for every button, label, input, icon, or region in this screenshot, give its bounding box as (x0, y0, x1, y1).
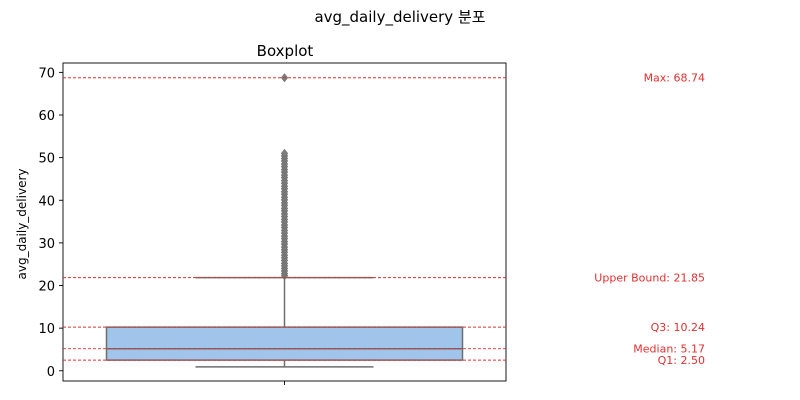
reference-label: Median: 5.17 (633, 343, 705, 356)
outlier-point (280, 148, 289, 158)
box-iqr (105, 326, 464, 361)
y-tick-label: 0 (47, 365, 55, 380)
y-axis-label: avg_daily_delivery (15, 169, 29, 280)
reference-lines (63, 77, 506, 361)
y-tick-label: 50 (38, 152, 55, 167)
y-tick-label: 30 (38, 237, 55, 252)
chart-title: Boxplot (257, 42, 314, 60)
plot-area (105, 73, 464, 368)
reference-label: Q3: 10.24 (651, 321, 705, 334)
reference-label: Max: 68.74 (644, 72, 705, 85)
reference-annotations: Max: 68.74 Upper Bound: 21.85 Q3: 10.24 Med… (594, 72, 705, 367)
reference-label: Upper Bound: 21.85 (594, 272, 705, 285)
y-tick-label: 20 (38, 280, 55, 295)
reference-label: Q1: 2.50 (658, 354, 705, 367)
y-axis: 0 10 20 30 40 50 60 70 (38, 62, 507, 385)
y-tick-label: 70 (38, 66, 55, 81)
y-tick-label: 60 (38, 109, 55, 124)
chart-suptitle: avg_daily_delivery 분포 (314, 8, 485, 27)
y-tick-label: 40 (38, 194, 55, 209)
y-tick-label: 10 (38, 322, 55, 337)
